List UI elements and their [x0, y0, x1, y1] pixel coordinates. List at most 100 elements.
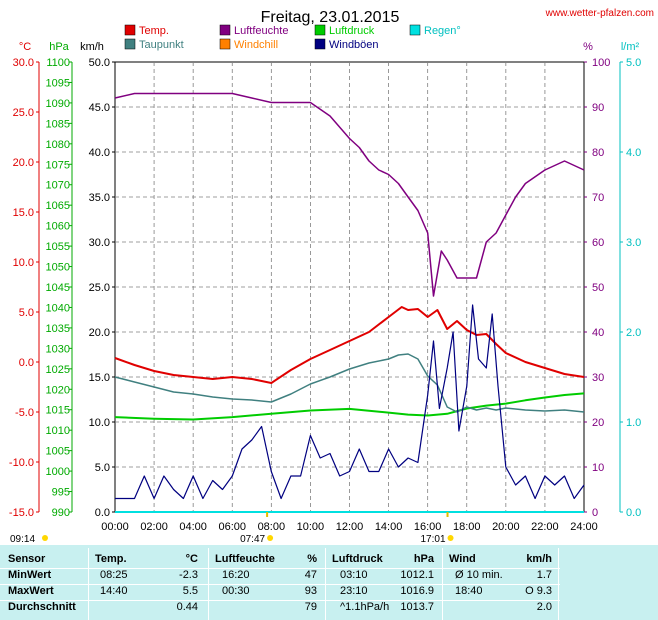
legend-label: Windböen	[329, 39, 379, 51]
site-link[interactable]: www.wetter-pfalzen.com	[545, 8, 654, 19]
pressure-tick-label: 1000	[46, 466, 70, 478]
pressure-tick-label: 1060	[46, 221, 70, 233]
table-header-temp: Temp.	[95, 553, 127, 565]
axis-unit-labels: °C hPa km/h% l/m²	[19, 41, 640, 53]
temp-value: -2.3	[179, 569, 198, 581]
humidity-tick-label: 50	[592, 282, 604, 294]
humidity-value: 79	[304, 601, 317, 613]
time-tick-label: 02:00	[140, 521, 168, 533]
table-row-label: Durchschnitt	[8, 601, 76, 613]
table-header-temp-unit: °C	[185, 553, 198, 565]
pressure-time: ^1.1hPa/h	[340, 601, 390, 613]
temp-tick-label: 30.0	[13, 57, 34, 69]
pressure-tick-label: 1050	[46, 262, 70, 274]
temp-tick-label: 0.0	[19, 357, 34, 369]
temp-tick-label: 20.0	[13, 157, 34, 169]
humidity-time: 16:20	[222, 569, 250, 581]
time-tick-label: 24:00	[570, 521, 598, 533]
pressure-tick-label: 990	[52, 507, 70, 519]
legend-swatch	[124, 38, 136, 50]
legend-swatch	[409, 24, 421, 36]
legend-label: Taupunkt	[139, 39, 184, 51]
legend-label: Luftfeuchte	[234, 25, 288, 37]
table-header-pressure: Luftdruck	[332, 553, 383, 565]
time-tick-label: 20:00	[492, 521, 520, 533]
humidity-time: 00:30	[222, 585, 250, 597]
wind-value: O 9.3	[525, 585, 552, 597]
time-tick-label: 18:00	[453, 521, 481, 533]
pressure-tick-label: 1100	[46, 57, 70, 69]
temp-tick-label: 10.0	[13, 257, 34, 269]
wind-tick-label: 15.0	[89, 372, 110, 384]
pressure-value: 1013.7	[400, 601, 434, 613]
sun-icon	[267, 535, 274, 541]
temp-time: 08:25	[100, 569, 128, 581]
table-header-humidity-unit: %	[307, 553, 317, 565]
pressure-value: 1012.1	[400, 569, 434, 581]
table-header-wind-unit: km/h	[526, 553, 552, 565]
legend-label: Temp.	[139, 25, 169, 37]
wind-tick-label: 30.0	[89, 237, 110, 249]
time-tick-label: 06:00	[218, 521, 246, 533]
table-header-sensor: Sensor	[8, 553, 46, 565]
temp-tick-label: -10.0	[9, 457, 34, 469]
pressure-tick-label: 995	[52, 487, 70, 499]
time-tick-label: 00:00	[101, 521, 129, 533]
table-header-pressure-unit: hPa	[413, 553, 434, 565]
wind-tick-label: 0.0	[95, 507, 110, 519]
legend-swatch	[314, 38, 326, 50]
pressure-tick-label: 1015	[46, 405, 70, 417]
wind-tick-label: 10.0	[89, 417, 110, 429]
wind-time: Ø 10 min.	[455, 569, 503, 581]
legend-label: Luftdruck	[329, 25, 375, 37]
time-tick-label: 14:00	[375, 521, 403, 533]
wind-tick-label: 45.0	[89, 102, 110, 114]
wind-tick-label: 5.0	[95, 462, 110, 474]
pressure-tick-label: 1025	[46, 364, 70, 376]
wind-tick-label: 20.0	[89, 327, 110, 339]
legend-swatch	[219, 24, 231, 36]
series-line-taupunkt	[114, 353, 585, 413]
wind-unit-label: km/h	[80, 41, 104, 53]
humidity-tick-label: 80	[592, 147, 604, 159]
humidity-value: 47	[304, 569, 317, 581]
pressure-tick-label: 1030	[46, 343, 70, 355]
time-tick-label: 16:00	[414, 521, 442, 533]
humidity-tick-label: 0	[592, 507, 598, 519]
pressure-tick-label: 1040	[46, 302, 70, 314]
humidity-tick-label: 30	[592, 372, 604, 384]
x-axis: 00:00 02:00 04:00 06:00 08:00 10:00 12:00 14:00…	[101, 521, 598, 533]
pressure-tick-label: 1020	[46, 384, 70, 396]
temp-tick-label: 25.0	[13, 107, 34, 119]
time-tick-label: 12:00	[336, 521, 364, 533]
rain-unit-label: l/m²	[621, 41, 640, 53]
temp-tick-label: -15.0	[9, 507, 34, 519]
sun-icon	[42, 535, 48, 541]
humidity-tick-label: 20	[592, 417, 604, 429]
series-line-luftfeuchte	[114, 92, 585, 297]
series-line-luftdruck	[114, 392, 585, 421]
series-line-windben	[115, 304, 585, 500]
rain-tick-label: 0.0	[626, 507, 641, 519]
humidity-tick-label: 60	[592, 237, 604, 249]
pressure-tick-label: 1035	[46, 323, 70, 335]
rain-tick-label: 1.0	[626, 417, 641, 429]
legend-swatch	[314, 24, 326, 36]
pressure-tick-label: 1070	[46, 180, 70, 192]
wind-value: 2.0	[536, 601, 552, 613]
pressure-tick-label: 1065	[46, 200, 70, 212]
rain-tick-label: 4.0	[626, 147, 641, 159]
temp-value: 5.5	[182, 585, 198, 597]
sun-marks: 07:47 17:01 09:14	[10, 512, 454, 545]
legend-label: Windchill	[234, 39, 278, 51]
time-tick-label: 10:00	[297, 521, 325, 533]
left-axes: 30.0 25.0 20.0 15.0 10.0 5.0 0.0 -5.0 -10.0 -15.0…	[9, 57, 115, 519]
temp-tick-label: -5.0	[15, 407, 34, 419]
pressure-value: 1016.9	[400, 585, 434, 597]
temp-time: 14:40	[100, 585, 128, 597]
pressure-unit-label: hPa	[49, 41, 69, 53]
wind-value: 1.7	[536, 569, 552, 581]
sunset-label: 17:01	[421, 534, 446, 545]
temp-tick-label: 5.0	[19, 307, 34, 319]
chart-title: Freitag, 23.01.2015	[261, 9, 400, 26]
